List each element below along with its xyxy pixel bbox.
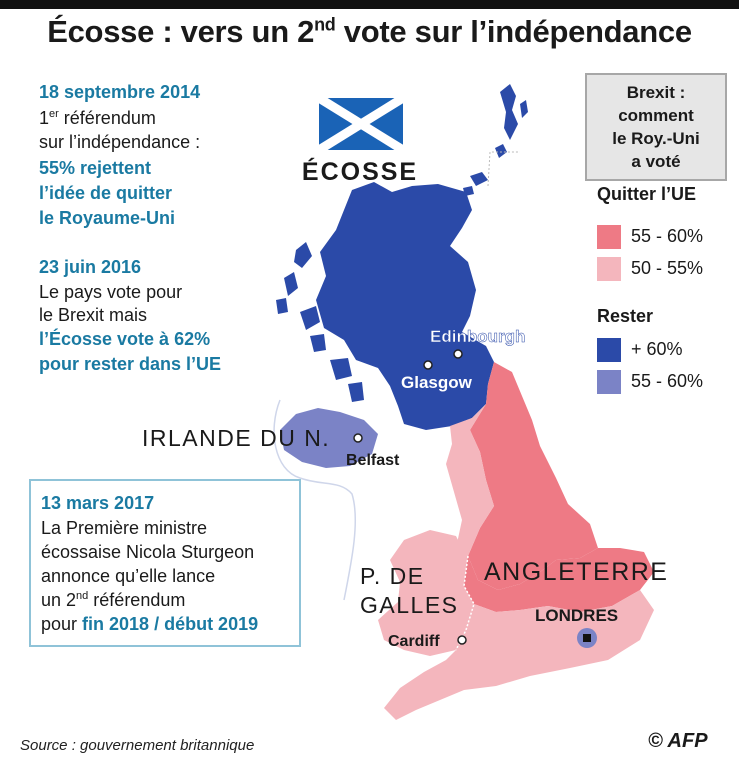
label-london: LONDRES xyxy=(535,606,618,625)
cardiff-marker xyxy=(457,635,467,645)
afp-logo: © AFP xyxy=(648,730,708,752)
region-england-northwest xyxy=(446,404,494,556)
ireland-coast xyxy=(273,399,357,601)
label-wales-line2: GALLES xyxy=(360,592,459,618)
label-cardiff: Cardiff xyxy=(388,633,440,650)
glasgow-marker xyxy=(423,360,433,370)
swatch xyxy=(597,370,621,394)
event-text: La Première ministre xyxy=(41,518,208,538)
event-highlight: l’Écosse vote à 62% xyxy=(39,329,211,349)
event-highlight: 55% rejettent xyxy=(39,158,152,178)
event-text: sur l’indépendance : xyxy=(39,132,201,152)
page-title: Écosse : vers un 2nd vote sur l’indépend… xyxy=(47,14,692,49)
event-highlight: pour rester dans l’UE xyxy=(39,354,222,374)
label-glasgow: Glasgow xyxy=(401,373,473,392)
belfast-marker xyxy=(353,433,363,443)
label-northern-ireland: IRLANDE DU N. xyxy=(142,425,330,451)
swatch xyxy=(597,338,621,362)
region-northern-ireland xyxy=(280,408,378,468)
swatch xyxy=(597,257,621,281)
event-text: écossaise Nicola Sturgeon xyxy=(41,542,255,562)
source-note: Source : gouvernement britannique xyxy=(20,737,255,754)
legend-item-remain-low: 55 - 60% xyxy=(597,370,727,394)
event-date: 23 juin 2016 xyxy=(39,257,142,277)
saltire-flag xyxy=(316,94,406,154)
western-isles xyxy=(276,242,364,402)
legend-leave-title: Quitter l’UE xyxy=(597,184,697,204)
event-text: Le pays vote pour xyxy=(39,282,183,302)
event-highlight: le Royaume-Uni xyxy=(39,208,176,228)
event-date: 13 mars 2017 xyxy=(41,493,155,513)
edinburgh-marker xyxy=(453,349,463,359)
region-wales xyxy=(378,530,474,656)
label-england: ANGLETERRE xyxy=(484,558,668,586)
top-bar xyxy=(0,0,739,9)
legend-item-leave-low: 50 - 55% xyxy=(597,257,727,281)
event-2017-box: 13 mars 2017 La Première ministre écossa… xyxy=(29,479,301,647)
label-wales-line1: P. DE xyxy=(360,563,425,589)
legend-remain-title: Rester xyxy=(597,306,654,326)
region-england-north xyxy=(468,362,598,590)
label-edinburgh: Edinbourgh xyxy=(430,327,525,346)
label-belfast: Belfast xyxy=(346,452,400,469)
event-text: un 2nd référendum xyxy=(41,590,186,610)
swatch xyxy=(597,225,621,249)
region-scotland xyxy=(316,182,494,430)
event-highlight: l’idée de quitter xyxy=(39,183,173,203)
region-england-south xyxy=(384,590,654,720)
legend-item-leave-high: 55 - 60% xyxy=(597,225,727,249)
event-text: annonce qu’elle lance xyxy=(41,566,216,586)
legend-item-remain-high: + 60% xyxy=(597,338,727,362)
event-text: 1er référendum xyxy=(39,108,156,128)
london-marker xyxy=(583,634,591,642)
region-england-midlands xyxy=(464,548,654,612)
event-text: pour fin 2018 / début 2019 xyxy=(41,614,259,634)
event-text: le Brexit mais xyxy=(39,305,148,325)
legend-header: Brexit : comment le Roy.-Uni a voté xyxy=(585,73,727,181)
inset-frame xyxy=(487,151,520,187)
event-date: 18 septembre 2014 xyxy=(39,82,201,102)
scottish-islands xyxy=(463,84,528,196)
legend: Brexit : comment le Roy.-Uni a voté Quit… xyxy=(585,73,727,398)
label-scotland: ÉCOSSE xyxy=(302,157,418,186)
